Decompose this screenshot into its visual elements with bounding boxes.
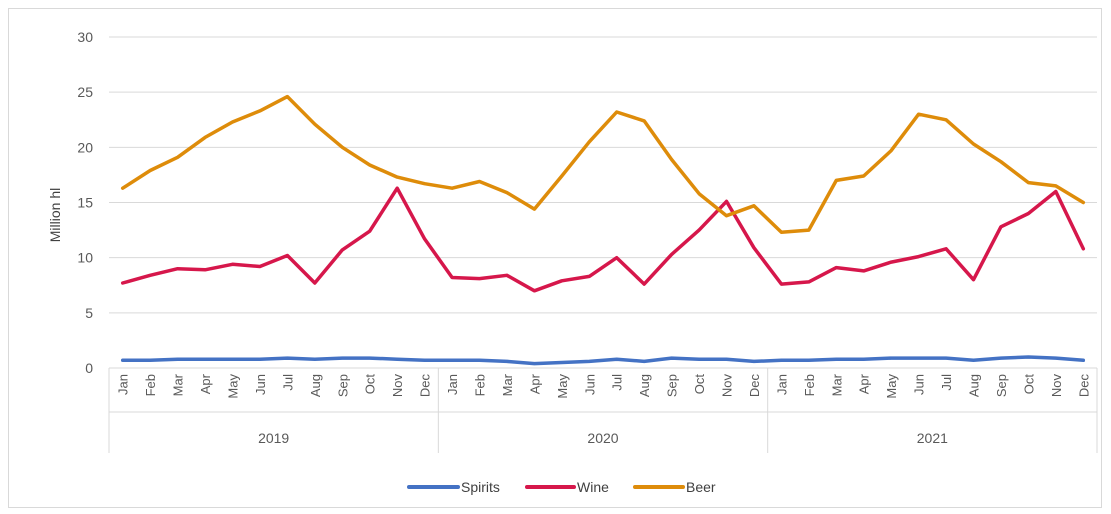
x-tick-label: Feb xyxy=(802,374,817,396)
x-tick-label: Dec xyxy=(1076,374,1091,398)
x-tick-label: May xyxy=(884,374,899,399)
x-tick-label: Nov xyxy=(1049,374,1064,398)
series-lines xyxy=(120,94,1086,366)
x-tick-label: Jul xyxy=(610,374,625,391)
legend-label-spirits: Spirits xyxy=(461,479,500,495)
legend-label-wine: Wine xyxy=(577,479,609,495)
x-tick-label: Nov xyxy=(390,374,405,398)
x-tick-label: Dec xyxy=(747,374,762,398)
x-tick-label: Sep xyxy=(994,374,1009,397)
series-line-beer xyxy=(120,94,1086,235)
y-tick-label: 10 xyxy=(77,250,93,266)
year-label: 2021 xyxy=(917,430,948,446)
x-tick-label: Aug xyxy=(967,374,982,397)
y-axis-ticks: 0 5 10 15 20 25 30 xyxy=(77,29,93,376)
x-tick-label: Oct xyxy=(363,374,378,395)
x-tick-label: Apr xyxy=(857,373,872,394)
gridlines xyxy=(109,36,1097,369)
x-tick-label: Aug xyxy=(308,374,323,397)
x-tick-label: Sep xyxy=(335,374,350,397)
x-tick-label: Apr xyxy=(527,373,542,394)
y-tick-label: 25 xyxy=(77,84,93,100)
x-tick-label: Jun xyxy=(912,374,927,395)
x-tick-label: Apr xyxy=(198,373,213,394)
x-tick-label: Jun xyxy=(253,374,268,395)
x-tick-label: Feb xyxy=(473,374,488,396)
x-tick-label: Oct xyxy=(1021,374,1036,395)
x-tick-label: Sep xyxy=(665,374,680,397)
x-tick-label: Nov xyxy=(720,374,735,398)
year-label: 2019 xyxy=(258,430,289,446)
x-axis: Jan Feb Mar Apr May Jun Jul Aug Sep Oct Nov Dec Jan F… xyxy=(108,368,1098,453)
legend-label-beer: Beer xyxy=(686,479,716,495)
y-tick-label: 30 xyxy=(77,29,93,45)
x-tick-label: Feb xyxy=(143,374,158,396)
y-tick-label: 5 xyxy=(85,305,93,321)
x-tick-label: Mar xyxy=(829,373,844,396)
y-axis-title: Million hl xyxy=(47,188,63,242)
x-tick-label: Oct xyxy=(692,374,707,395)
x-tick-label: Jan xyxy=(445,374,460,395)
x-tick-label: Mar xyxy=(500,373,515,396)
x-tick-label: Jul xyxy=(280,374,295,391)
series-line-spirits xyxy=(120,355,1086,366)
y-tick-label: 15 xyxy=(77,195,93,211)
x-tick-label: Jan xyxy=(116,374,131,395)
year-label: 2020 xyxy=(587,430,618,446)
y-tick-label: 20 xyxy=(77,139,93,155)
x-tick-label: May xyxy=(555,374,570,399)
x-tick-label: Aug xyxy=(637,374,652,397)
x-tick-label: Jul xyxy=(939,374,954,391)
y-tick-label: 0 xyxy=(85,360,93,376)
x-tick-label: May xyxy=(226,374,241,399)
x-tick-label: Jan xyxy=(774,374,789,395)
series-line-wine xyxy=(120,186,1086,293)
x-tick-label: Jun xyxy=(582,374,597,395)
x-tick-label: Dec xyxy=(418,374,433,398)
x-tick-label: Mar xyxy=(171,373,186,396)
legend: Spirits Wine Beer xyxy=(407,479,716,495)
